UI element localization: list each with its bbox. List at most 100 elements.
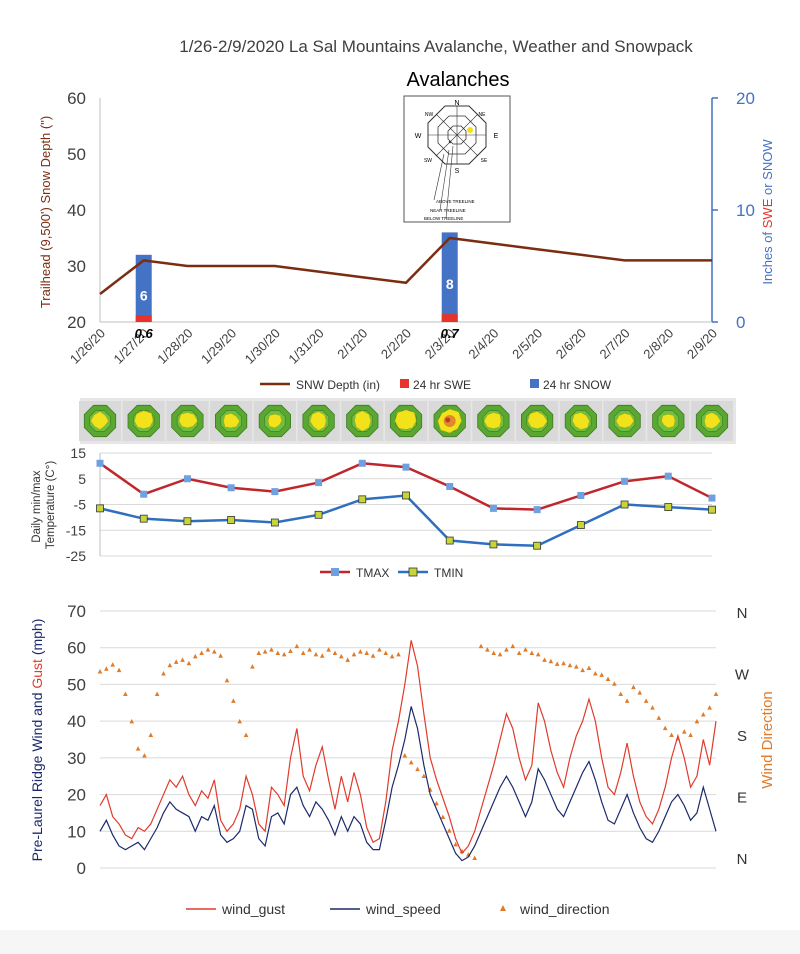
tmin-marker xyxy=(708,505,716,514)
wind-direction-point xyxy=(307,647,312,652)
wind-direction-point xyxy=(561,660,566,666)
aspect-rose-leader xyxy=(439,149,450,211)
wind-y-tick-label: 10 xyxy=(67,822,86,841)
snow-y-tick-label: 60 xyxy=(67,89,86,108)
snow-depth-line xyxy=(99,236,712,295)
wind-direction-point xyxy=(205,647,211,652)
wind-direction-point xyxy=(192,653,198,659)
wind-direction-point xyxy=(446,828,452,833)
wind-direction-point xyxy=(313,651,319,657)
rose-label-sw: SW xyxy=(424,158,432,164)
wind-direction-point xyxy=(389,653,395,659)
wind-direction-point xyxy=(161,671,166,676)
temperature-y-axis-label: Daily min/max Temperature (C°) xyxy=(31,461,57,549)
tmin-marker xyxy=(445,536,454,545)
rose-label-s: S xyxy=(455,168,460,175)
wind-direction-point xyxy=(624,698,630,703)
wind-direction-point xyxy=(167,662,173,668)
wind-direction-point xyxy=(472,855,477,860)
tmax-marker xyxy=(183,475,191,483)
y2-label-part-3: or xyxy=(760,180,775,199)
tmin-marker xyxy=(620,500,629,509)
wind-direction-point xyxy=(129,718,135,724)
tmin-line xyxy=(99,494,713,547)
snow-y-tick-label: 20 xyxy=(67,313,86,332)
legend-tmax-marker xyxy=(331,568,339,576)
snow-x-tick-label: 2/6/20 xyxy=(553,326,589,362)
wind-direction-point xyxy=(243,732,249,737)
wind-direction-point xyxy=(237,718,243,724)
temperature-chart: -25 -15 -5 5 15 Daily min/max Temperature (C… xyxy=(31,445,716,580)
danger-rose-blob xyxy=(267,413,282,429)
wind-direction-point xyxy=(351,651,357,657)
wind-direction-point xyxy=(104,666,109,671)
wind-direction-point xyxy=(605,676,611,681)
wind-y-tick-label: 0 xyxy=(77,859,86,878)
wind-direction-point xyxy=(681,729,687,734)
tmax-marker xyxy=(489,504,497,512)
wind-y-label-part-3: (mph) xyxy=(29,619,45,659)
danger-rose-icon xyxy=(297,401,340,441)
snow-x-tick-label: 2/8/20 xyxy=(640,326,676,362)
tmax-marker xyxy=(664,472,672,480)
temperature-y-tick-label: -15 xyxy=(66,522,86,538)
swe-bar xyxy=(135,315,152,322)
wind-direction-point xyxy=(269,647,274,652)
legend-snow-swatch xyxy=(530,379,539,388)
snow-x-tick-label: 2/4/20 xyxy=(465,326,501,362)
wind-direction-point xyxy=(218,653,223,658)
temperature-y-tick-label: 5 xyxy=(78,471,86,487)
tmin-marker xyxy=(533,541,542,550)
wind-direction-point xyxy=(523,647,528,652)
danger-rose-blob xyxy=(615,413,635,429)
y2-label-part-1: Inches of xyxy=(760,228,775,284)
temperature-y-tick-label: -25 xyxy=(66,548,86,564)
tmin-marker xyxy=(139,514,148,523)
danger-rose-blob xyxy=(704,412,721,429)
snow-bar-label: 6 xyxy=(140,287,148,303)
tmax-marker xyxy=(402,463,410,471)
y2-label-snow: SNOW xyxy=(760,139,775,180)
tmax-marker xyxy=(227,484,235,492)
wind-direction-point xyxy=(332,650,338,655)
wind-y2-ticks: N W S E N xyxy=(735,605,750,868)
swe-bar-label: 0.6 xyxy=(135,326,154,341)
wind-direction-point xyxy=(599,672,604,677)
rose-label-w: W xyxy=(415,133,422,140)
wind-direction-point xyxy=(148,732,154,737)
wind-direction-point xyxy=(123,691,128,696)
danger-rose-blob xyxy=(572,412,590,430)
snow-bar xyxy=(441,232,458,322)
danger-rose-blob xyxy=(134,410,154,429)
tmax-marker xyxy=(140,490,148,498)
wind-direction-point xyxy=(440,814,446,819)
danger-rose-blob xyxy=(354,410,372,432)
snow-bars xyxy=(135,232,458,322)
temperature-y-label-line-2: Temperature (C°) xyxy=(45,461,57,549)
wind-lines xyxy=(99,640,717,862)
snow-x-tick-label: 1/30/20 xyxy=(242,326,283,367)
legend-swe-label: 24 hr SWE xyxy=(413,378,471,392)
aspect-rose-inner xyxy=(447,125,467,145)
y2-label-swe: SWE xyxy=(760,198,775,228)
wind-direction-point xyxy=(262,649,268,654)
wind-direction-point xyxy=(421,773,427,778)
legend-wind-direction-label: wind_direction xyxy=(519,901,610,917)
legend-wind-speed-label: wind_speed xyxy=(365,901,441,917)
wind-direction-point xyxy=(669,732,674,737)
wind-y-tick-label: 20 xyxy=(67,786,86,805)
wind-direction-point xyxy=(694,718,700,724)
snow-x-tick-label: 1/28/20 xyxy=(154,326,195,367)
snow-x-tick-label: 2/5/20 xyxy=(509,326,545,362)
bottom-band xyxy=(0,930,800,954)
wind-direction-point xyxy=(135,746,141,751)
danger-rose-blob xyxy=(483,412,502,429)
temperature-lines xyxy=(96,459,716,550)
danger-rose-icon xyxy=(79,401,121,441)
wind-direction-point xyxy=(573,664,579,669)
tmax-marker xyxy=(358,459,366,467)
danger-rose-icon xyxy=(253,401,296,441)
wind-direction-point xyxy=(396,651,401,657)
snow-y2-tick-label: 0 xyxy=(736,313,745,332)
temperature-y-label-line-1: Daily min/max xyxy=(31,470,43,542)
